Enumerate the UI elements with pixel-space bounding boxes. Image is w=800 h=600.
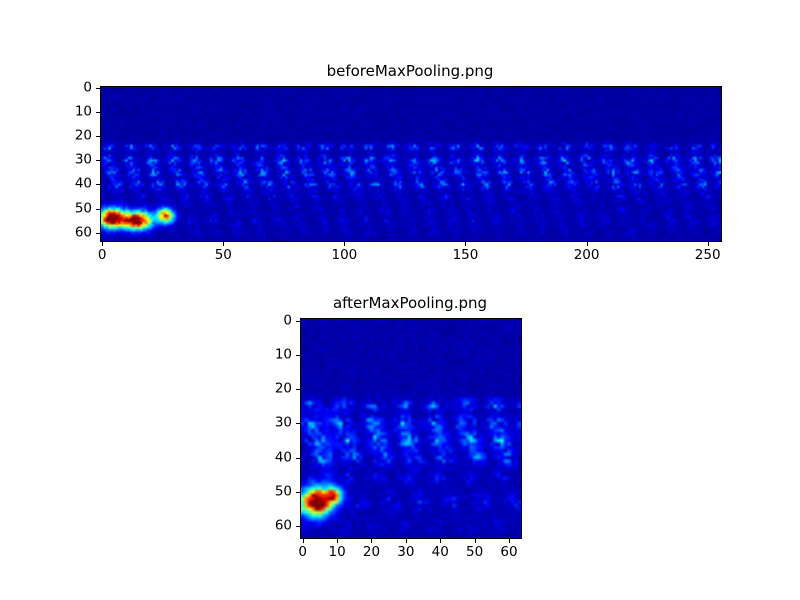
y-tick-mark bbox=[296, 457, 300, 459]
x-tick-mark bbox=[302, 539, 304, 543]
y-tick-label: 0 bbox=[283, 312, 292, 329]
x-tick-mark bbox=[508, 539, 510, 543]
y-tick-mark bbox=[96, 136, 100, 138]
y-tick-label: 60 bbox=[274, 517, 292, 534]
y-tick-label: 40 bbox=[274, 449, 292, 466]
heatmap-before bbox=[101, 87, 721, 241]
y-tick-label: 50 bbox=[274, 483, 292, 500]
x-tick-mark bbox=[223, 242, 225, 246]
y-tick-mark bbox=[96, 184, 100, 186]
x-tick-mark bbox=[440, 539, 442, 543]
y-tick-label: 20 bbox=[274, 380, 292, 397]
y-tick-label: 20 bbox=[74, 127, 92, 144]
x-tick-mark bbox=[344, 242, 346, 246]
y-tick-label: 0 bbox=[83, 79, 92, 96]
y-tick-mark bbox=[296, 389, 300, 391]
x-tick-label: 10 bbox=[328, 544, 346, 560]
x-tick-label: 50 bbox=[214, 247, 232, 263]
x-tick-label: 40 bbox=[431, 544, 449, 560]
x-tick-label: 250 bbox=[694, 247, 721, 263]
y-tick-mark bbox=[296, 354, 300, 356]
x-tick-label: 20 bbox=[362, 544, 381, 560]
y-tick-mark bbox=[96, 208, 100, 210]
y-tick-mark bbox=[96, 88, 100, 90]
y-tick-label: 30 bbox=[74, 151, 92, 168]
axes-after bbox=[300, 318, 522, 539]
x-tick-label: 30 bbox=[397, 544, 415, 560]
x-tick-mark bbox=[707, 242, 709, 246]
x-tick-mark bbox=[586, 242, 588, 246]
y-tick-mark bbox=[296, 320, 300, 322]
chart-title-after: afterMaxPooling.png bbox=[332, 294, 488, 312]
x-tick-mark bbox=[405, 539, 407, 543]
x-tick-mark bbox=[465, 242, 467, 246]
y-tick-mark bbox=[296, 526, 300, 528]
y-tick-mark bbox=[296, 423, 300, 425]
y-tick-mark bbox=[296, 491, 300, 493]
y-tick-label: 10 bbox=[74, 103, 92, 120]
x-tick-label: 50 bbox=[466, 544, 484, 560]
y-tick-label: 40 bbox=[74, 175, 92, 192]
y-tick-label: 30 bbox=[274, 414, 292, 431]
y-tick-label: 10 bbox=[274, 346, 292, 363]
x-tick-label: 60 bbox=[500, 544, 518, 560]
y-tick-mark bbox=[96, 112, 100, 114]
y-tick-mark bbox=[96, 232, 100, 234]
x-tick-mark bbox=[102, 242, 104, 246]
x-tick-mark bbox=[474, 539, 476, 543]
heatmap-after bbox=[301, 319, 521, 538]
x-tick-label: 0 bbox=[298, 544, 308, 560]
x-tick-label: 200 bbox=[573, 247, 600, 263]
x-tick-label: 0 bbox=[97, 247, 107, 263]
y-tick-label: 60 bbox=[74, 224, 92, 241]
chart-title-before: beforeMaxPooling.png bbox=[326, 62, 494, 80]
axes-before bbox=[100, 86, 722, 242]
x-tick-label: 100 bbox=[331, 247, 358, 263]
x-tick-mark bbox=[371, 539, 373, 543]
y-tick-label: 50 bbox=[74, 200, 92, 217]
x-tick-mark bbox=[337, 539, 339, 543]
x-tick-label: 150 bbox=[452, 247, 479, 263]
y-tick-mark bbox=[96, 160, 100, 162]
